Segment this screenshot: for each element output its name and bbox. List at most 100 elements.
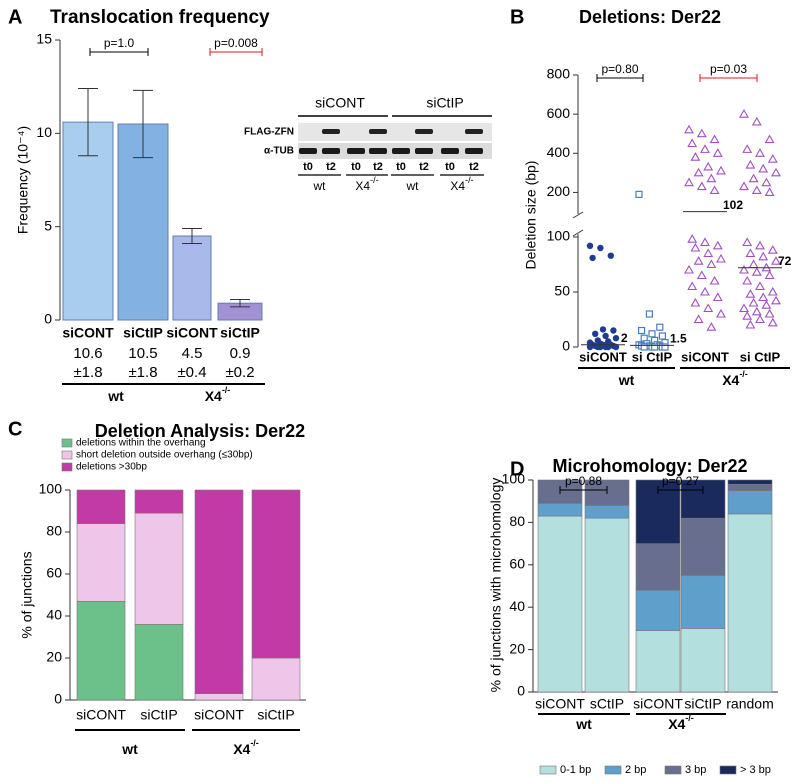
x-tick-label: siCONT [166,325,218,341]
bar-segment [727,490,773,515]
group-label-superscript: -/- [739,369,748,379]
y-tick-label: 50 [554,283,570,299]
point [742,311,753,320]
point [751,267,762,276]
group-label-superscript: -/- [685,713,694,723]
point [758,292,769,302]
blot-band [441,148,459,154]
point [751,306,762,316]
group-label-main: X4 [205,388,222,404]
point [612,335,620,342]
legend-swatch [61,462,73,472]
blot-band [465,148,483,154]
point [742,275,753,285]
point [599,326,607,333]
blot-band [415,148,433,154]
bar-segment [134,624,184,701]
y-axis-label: Frequency (10⁻⁴) [15,126,31,234]
point [607,252,614,259]
bar-segment [134,489,184,514]
point [709,275,720,285]
point [755,314,765,324]
point [745,248,756,258]
y-tick-label: 600 [547,105,571,121]
point [767,286,778,296]
bar-segment [584,517,630,693]
point [706,322,717,331]
y-tick-label: 0 [517,683,525,699]
group-label-main: X4 [233,741,250,757]
point [751,116,762,126]
blot-group-label: wt [406,179,420,193]
point [605,343,612,351]
group-label: wt [575,716,592,732]
x-tick-label: si CtIP [632,349,673,364]
point [650,343,659,351]
bar-segment [251,489,301,659]
bar-segment [680,575,726,629]
p-value: p=0.008 [214,36,258,50]
point [693,256,704,265]
blot-lane: t0 [445,161,455,173]
x-tick-label: siCONT [579,349,627,364]
x-tick-label: siCtIP [257,707,294,723]
value-label: 4.5 [182,345,203,362]
error-bar [182,228,202,244]
group-label: X4-/- [205,385,231,403]
blot-group-label: wt [313,179,327,193]
point [739,264,749,274]
error-label: ±1.8 [73,364,102,381]
y-axis-label: Deletion size (bp) [523,161,539,270]
blot-group-label-main: wt [313,179,327,193]
legend-label: > 3 bp [740,764,771,776]
blot-lane: t2 [419,161,429,173]
point [684,124,694,134]
blot-group-label-main: wt [406,179,420,193]
blot-strip [298,123,492,141]
point [597,343,604,351]
x-tick-label: siCtIP [140,707,177,723]
point [764,270,775,280]
legend-label: deletions within the overhang [76,438,206,449]
blot-column: siCtIP [426,95,463,111]
blot-group-label-superscript: -/- [370,175,379,185]
point [658,332,667,340]
blot-group-label-superscript: -/- [465,175,474,185]
legend-label: 2 bp [625,764,646,776]
bar-segment [680,628,726,693]
bar [172,235,212,321]
value-label: 0.9 [230,345,251,362]
point [761,300,772,309]
bar-segment [76,523,126,602]
y-tick-label: 100 [547,228,571,244]
point [764,187,775,196]
group-label-main: wt [121,741,138,757]
point [742,144,753,153]
point [767,317,778,327]
y-tick-label: 40 [46,607,62,623]
blot-lane: t2 [326,161,336,173]
point [771,167,781,177]
point [684,177,694,187]
point [748,259,759,269]
chart-title: Deletions: Der22 [579,7,721,27]
blot-band [369,148,387,154]
point [712,148,723,157]
error-bar [230,298,250,308]
axis-break [572,229,584,237]
point [640,343,648,351]
point [748,297,759,307]
group-label: wt [121,741,138,757]
error-bar [133,89,153,159]
blot-column: siCONT [315,95,365,111]
point [656,323,664,331]
point [696,270,707,280]
legend-label: deletions >30bp [76,462,147,473]
y-tick-label: 15 [36,31,52,47]
p-value: p=0.88 [565,474,602,488]
x-tick-label: siCtIP [220,325,260,341]
point [709,134,720,144]
bar-segment [584,505,630,519]
group-label: wt [107,388,124,404]
median-label: 2 [621,331,628,345]
